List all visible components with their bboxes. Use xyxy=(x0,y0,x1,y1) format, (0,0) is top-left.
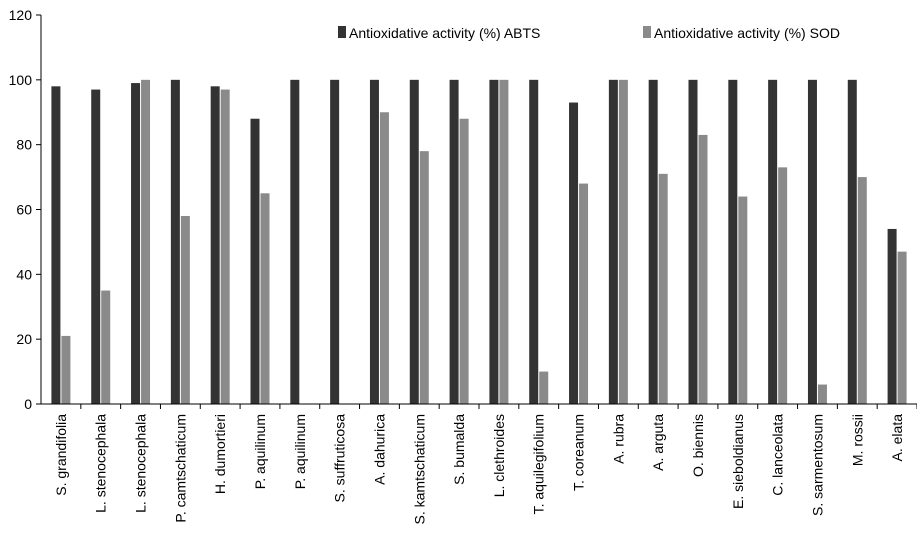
bar-sod xyxy=(539,371,549,404)
x-category-label: P. camtschaticum xyxy=(172,414,188,523)
legend-label-abts: Antioxidative activity (%) ABTS xyxy=(349,25,540,41)
x-category-label: T. aquilegifolium xyxy=(531,414,547,514)
bar-abts xyxy=(449,79,459,404)
bar-sod xyxy=(180,215,190,404)
x-category-label: H. dumortieri xyxy=(212,414,228,494)
bar-sod xyxy=(220,89,230,404)
bar-sod xyxy=(857,177,867,404)
legend-item-sod: Antioxidative activity (%) SOD xyxy=(643,25,840,41)
bar-sod xyxy=(658,173,668,404)
x-category-label: T. coreanum xyxy=(571,414,587,491)
bar-sod xyxy=(499,79,509,404)
x-category-label: M. rossii xyxy=(849,414,865,466)
x-category-label: P. aquilinum xyxy=(252,414,268,489)
bar-abts xyxy=(290,79,300,404)
bar-abts xyxy=(91,89,101,404)
x-category-label: S. grandifolia xyxy=(53,414,69,496)
bar-sod xyxy=(778,167,788,404)
bar-abts xyxy=(210,86,220,405)
bar-sod xyxy=(579,183,589,404)
x-category-label: A. dahurica xyxy=(371,414,387,485)
bar-abts xyxy=(887,228,897,404)
bar-sod xyxy=(379,112,389,404)
bar-sod xyxy=(101,290,111,404)
y-tick-label: 0 xyxy=(24,396,32,412)
bar-sod xyxy=(419,151,429,404)
bar-abts xyxy=(51,86,61,405)
bar-abts xyxy=(489,79,499,404)
bar-abts xyxy=(688,79,698,404)
y-tick-label: 20 xyxy=(16,331,32,347)
bar-sod xyxy=(817,384,827,404)
x-category-label: E. sieboldianus xyxy=(730,414,746,509)
x-category-label: A. arguta xyxy=(650,414,666,471)
x-category-label: L. stenocephala xyxy=(133,414,149,513)
bar-sod xyxy=(260,193,270,404)
bar-abts xyxy=(807,79,817,404)
y-axis-ticks: 0 20 40 60 80 100 120 xyxy=(9,7,41,412)
x-category-label: S. sarmentosum xyxy=(809,414,825,516)
y-tick-label: 100 xyxy=(9,72,33,88)
legend-item-abts: Antioxidative activity (%) ABTS xyxy=(338,25,540,41)
bar-sod xyxy=(459,118,469,404)
y-tick-label: 120 xyxy=(9,7,33,23)
x-category-label: O. biennis xyxy=(690,414,706,477)
x-category-label: A. rubra xyxy=(610,414,626,464)
bar-sod xyxy=(61,335,71,404)
legend-swatch-sod xyxy=(643,26,651,38)
x-category-label: S. suffruticosa xyxy=(332,414,348,503)
bar-abts xyxy=(608,79,618,404)
bar-abts xyxy=(330,79,340,404)
y-tick-label: 80 xyxy=(16,137,32,153)
category-labels: S. grandifolia L. stenocephala L. stenocep… xyxy=(53,404,917,524)
bar-sod xyxy=(698,134,708,405)
bar-sod xyxy=(738,196,748,404)
bar-sod xyxy=(141,79,151,404)
bar-abts xyxy=(250,118,260,404)
bar-abts xyxy=(170,79,180,404)
bar-abts xyxy=(569,102,579,405)
x-category-label: L. stenocephala xyxy=(93,414,109,513)
x-category-label: C. lanceolata xyxy=(770,414,786,496)
x-category-label: L. clethroides xyxy=(491,414,507,497)
bar-abts xyxy=(131,83,141,404)
legend-swatch-abts xyxy=(338,26,346,38)
y-tick-label: 40 xyxy=(16,266,32,282)
bar-abts xyxy=(409,79,419,404)
bar-abts xyxy=(768,79,778,404)
bar-abts xyxy=(369,79,379,404)
x-category-label: S. bumalda xyxy=(451,414,467,485)
bar-abts xyxy=(529,79,539,404)
legend: Antioxidative activity (%) ABTS Antioxid… xyxy=(338,25,840,41)
x-category-label: P. aquilinum xyxy=(292,414,308,489)
legend-label-sod: Antioxidative activity (%) SOD xyxy=(654,25,840,41)
x-category-label: S. kamtschaticum xyxy=(411,414,427,524)
bar-sod xyxy=(618,79,628,404)
bars xyxy=(51,79,907,405)
bar-abts xyxy=(728,79,738,404)
y-tick-label: 60 xyxy=(16,202,32,218)
x-category-label: A. elata xyxy=(889,414,905,462)
bar-abts xyxy=(648,79,658,404)
bar-abts xyxy=(847,79,857,404)
bar-sod xyxy=(897,251,907,404)
